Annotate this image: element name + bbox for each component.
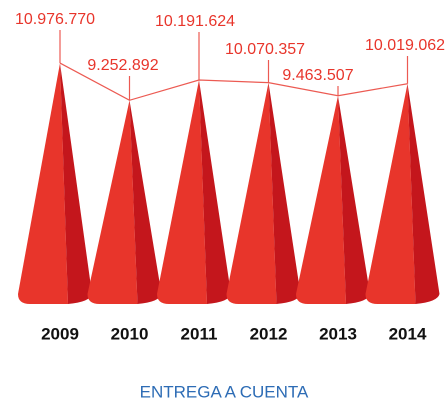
value-label: 9.252.892 [87,57,158,74]
cone [18,63,92,304]
value-label: 10.191.624 [155,13,235,30]
x-tick-label: 2014 [389,324,427,343]
cone [87,100,162,304]
cone-side [199,80,231,304]
cone-side [60,63,92,304]
x-tick-label: 2012 [250,324,288,343]
cone [157,80,231,304]
x-tick-label: 2013 [319,324,357,343]
value-label: 10.070.357 [225,41,305,58]
x-tick-label: 2010 [111,324,149,343]
cone [365,83,440,304]
cone-front [87,100,138,304]
value-line [59,62,408,101]
cone-front [365,83,416,304]
x-tick-label: 2009 [41,324,79,343]
cone-side [129,100,162,304]
cone-front [226,82,277,304]
cone [296,95,370,304]
cone-side [407,83,440,304]
cone-front [296,95,346,304]
value-label: 10.976.770 [15,11,95,28]
cone-side [268,82,301,304]
cone [226,82,301,304]
x-tick-label: 2011 [181,324,218,343]
cone-side [338,95,370,304]
chart-title: ENTREGA A CUENTA [140,382,309,401]
cone-front [157,80,207,304]
cone-front [18,63,68,304]
value-label: 10.019.062 [365,37,445,54]
value-label: 9.463.507 [282,67,353,84]
